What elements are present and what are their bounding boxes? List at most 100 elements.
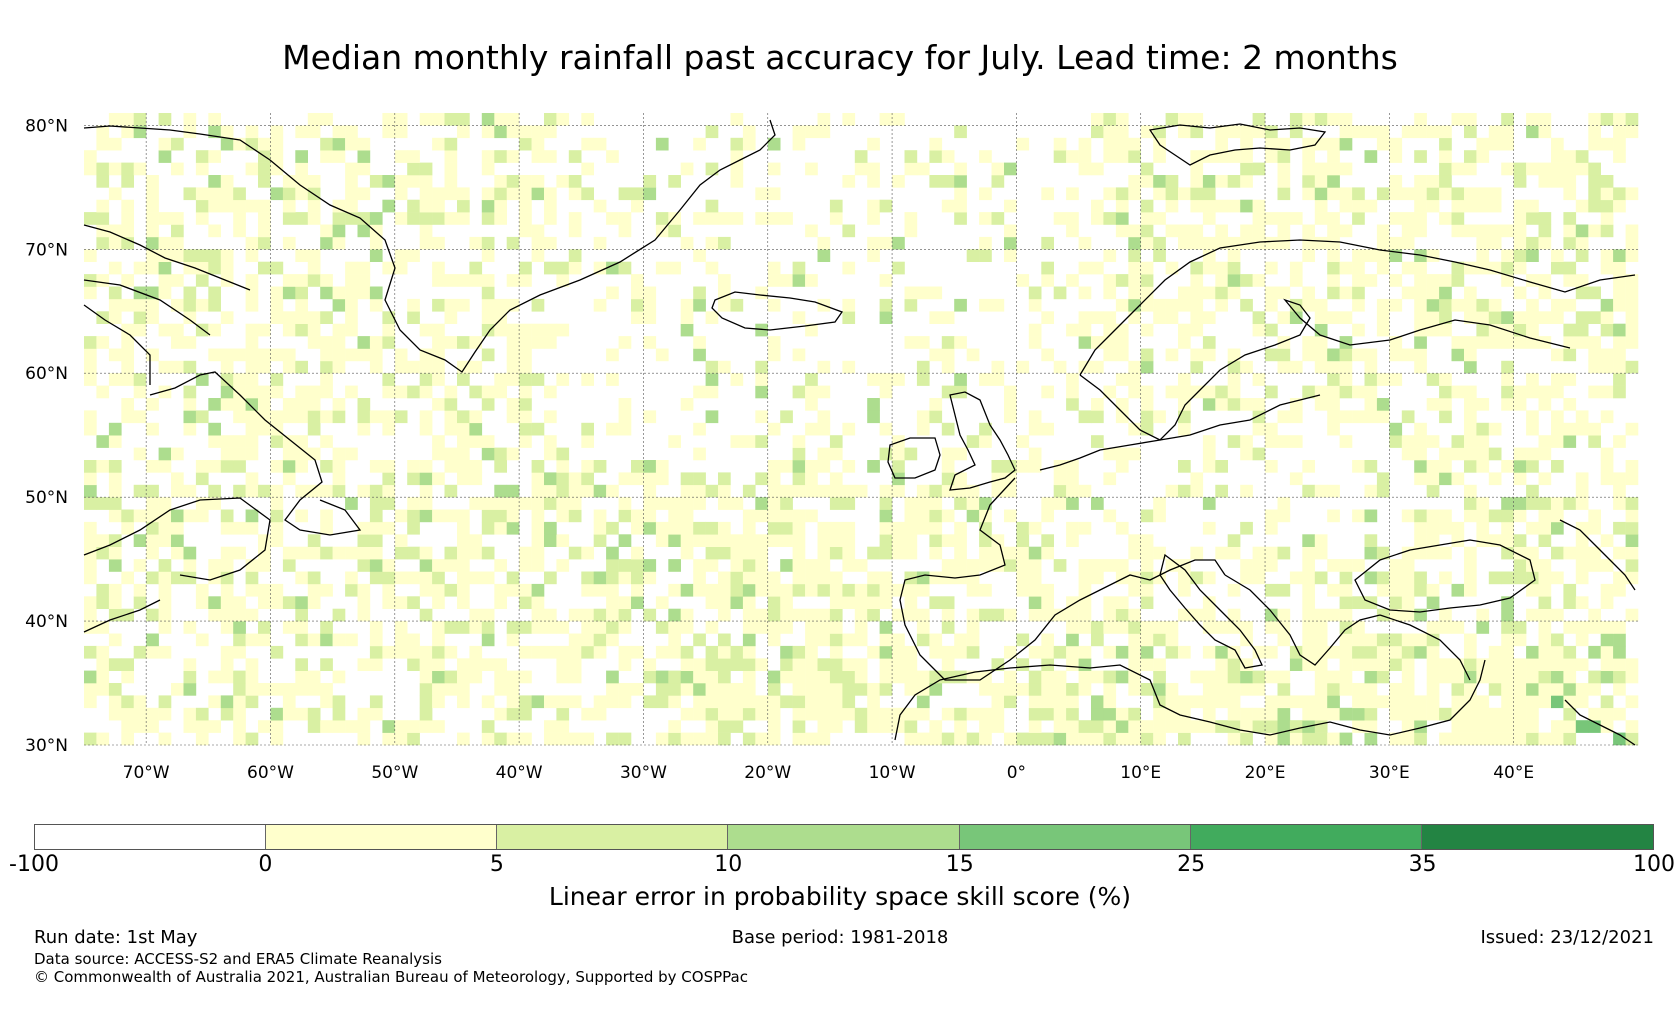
skill-cell	[469, 472, 483, 486]
skill-cell	[1240, 236, 1253, 250]
skill-cell	[1476, 732, 1490, 746]
skill-cell	[581, 460, 594, 473]
skill-cell	[941, 336, 955, 349]
skill-cell	[108, 546, 122, 560]
skill-cell	[693, 472, 706, 486]
skill-cell	[1551, 695, 1564, 709]
skill-cell	[121, 732, 134, 746]
skill-cell	[916, 422, 930, 436]
skill-cell	[158, 360, 172, 374]
skill-cell	[1439, 385, 1452, 399]
skill-cell	[829, 447, 843, 461]
skill-cell	[332, 398, 346, 411]
skill-cell	[146, 509, 159, 523]
skill-cell	[121, 410, 134, 424]
skill-cell	[494, 187, 507, 201]
skill-cell	[531, 323, 545, 337]
skill-cell	[879, 658, 893, 671]
skill-cell	[419, 707, 433, 721]
skill-cell	[1115, 521, 1129, 535]
skill-cell	[506, 683, 520, 696]
skill-cell	[233, 348, 246, 362]
skill-cell	[1153, 249, 1166, 262]
skill-cell	[382, 261, 396, 275]
skill-cell	[1575, 422, 1589, 436]
skill-cell	[966, 621, 980, 634]
skill-cell	[593, 583, 607, 597]
skill-cell	[171, 521, 184, 535]
skill-cell	[1488, 224, 1502, 238]
skill-cell	[966, 633, 980, 647]
skill-cell	[1240, 150, 1253, 163]
skill-cell	[1240, 298, 1253, 312]
skill-cell	[506, 175, 520, 188]
skill-cell	[394, 385, 408, 399]
skill-cell	[457, 187, 470, 201]
skill-cell	[295, 298, 308, 312]
skill-cell	[730, 658, 744, 671]
skill-cell	[817, 559, 831, 572]
skill-cell	[1401, 670, 1415, 684]
skill-cell	[382, 583, 396, 597]
skill-cell	[1501, 633, 1514, 647]
skill-cell	[96, 125, 110, 139]
skill-cell	[270, 509, 284, 523]
skill-cell	[593, 484, 607, 498]
skill-cell	[84, 732, 97, 746]
skill-cell	[1513, 199, 1527, 213]
skill-cell	[742, 583, 756, 597]
skill-cell	[954, 447, 967, 461]
skill-cell	[1488, 732, 1502, 746]
skill-cell	[929, 137, 943, 151]
skill-cell	[1352, 658, 1365, 671]
skill-cell	[382, 113, 396, 126]
skill-cell	[1302, 484, 1315, 498]
skill-cell	[1426, 707, 1440, 721]
skill-cell	[1153, 298, 1166, 312]
skill-cell	[1439, 621, 1452, 634]
skill-cell	[1526, 546, 1539, 560]
skill-cell	[506, 336, 520, 349]
skill-cell	[1140, 360, 1154, 374]
skill-cell	[407, 497, 420, 510]
skill-cell	[1265, 261, 1278, 275]
skill-cell	[792, 546, 806, 560]
skill-cell	[506, 447, 520, 461]
skill-cell	[1240, 484, 1253, 498]
skill-cell	[357, 398, 371, 411]
skill-cell	[531, 521, 545, 535]
skill-cell	[1240, 162, 1253, 176]
skill-cell	[1078, 720, 1092, 733]
skill-cell	[1526, 571, 1539, 585]
skill-cell	[755, 583, 768, 597]
skill-cell	[606, 633, 619, 647]
skill-cell	[96, 583, 110, 597]
skill-cell	[1165, 348, 1179, 362]
skill-cell	[1439, 447, 1452, 461]
skill-cell	[1240, 360, 1253, 374]
skill-cell	[357, 410, 371, 424]
skill-cell	[792, 707, 806, 721]
skill-cell	[1016, 360, 1030, 374]
skill-cell	[1215, 460, 1228, 473]
skill-cell	[1202, 150, 1216, 163]
skill-cell	[195, 274, 209, 287]
skill-cell	[1439, 608, 1452, 622]
skill-cell	[680, 583, 694, 597]
skill-cell	[1563, 175, 1577, 188]
skill-cell	[1600, 707, 1614, 721]
skill-cell	[1252, 212, 1266, 225]
skill-cell	[755, 187, 768, 201]
skill-cell	[394, 175, 408, 188]
skill-cell	[444, 311, 458, 324]
skill-cell	[233, 683, 246, 696]
skill-cell	[1575, 534, 1589, 547]
skill-cell	[1364, 274, 1378, 287]
skill-cell	[1339, 348, 1353, 362]
skill-cell	[1464, 360, 1477, 374]
skill-cell	[369, 645, 383, 659]
skill-cell	[1501, 385, 1514, 399]
skill-cell	[680, 311, 694, 324]
skill-cell	[1426, 521, 1440, 535]
skill-cell	[780, 583, 793, 597]
